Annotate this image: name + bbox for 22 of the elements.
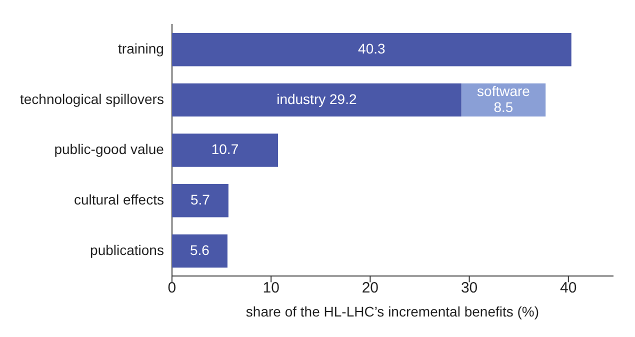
x-tick-label: 20	[362, 279, 379, 296]
bar	[172, 83, 462, 117]
data-label: software 8.5	[477, 82, 530, 115]
bar	[172, 32, 572, 66]
x-tick-label: 30	[460, 279, 478, 296]
data-label: industry 29.2	[276, 90, 357, 107]
y-tick-label: training	[118, 40, 164, 56]
x-axis-title: share of the HL-LHC’s incremental benefits (%)	[246, 303, 540, 320]
data-label: 40.3	[358, 40, 386, 56]
y-tick-label: technological spillovers	[20, 90, 164, 107]
y-tick-label: publications	[90, 242, 164, 258]
bar	[172, 234, 228, 268]
data-label: 5.6	[190, 242, 210, 258]
bar	[172, 134, 278, 167]
data-label: 5.7	[190, 192, 210, 208]
bar	[172, 184, 228, 218]
y-tick-label: cultural effects	[74, 192, 164, 208]
x-tick-label: 0	[168, 279, 176, 296]
x-tick-label: 40	[560, 279, 577, 296]
data-label: 10.7	[211, 141, 239, 158]
y-tick-label: public-good value	[54, 141, 164, 158]
x-tick-label: 10	[262, 279, 280, 296]
